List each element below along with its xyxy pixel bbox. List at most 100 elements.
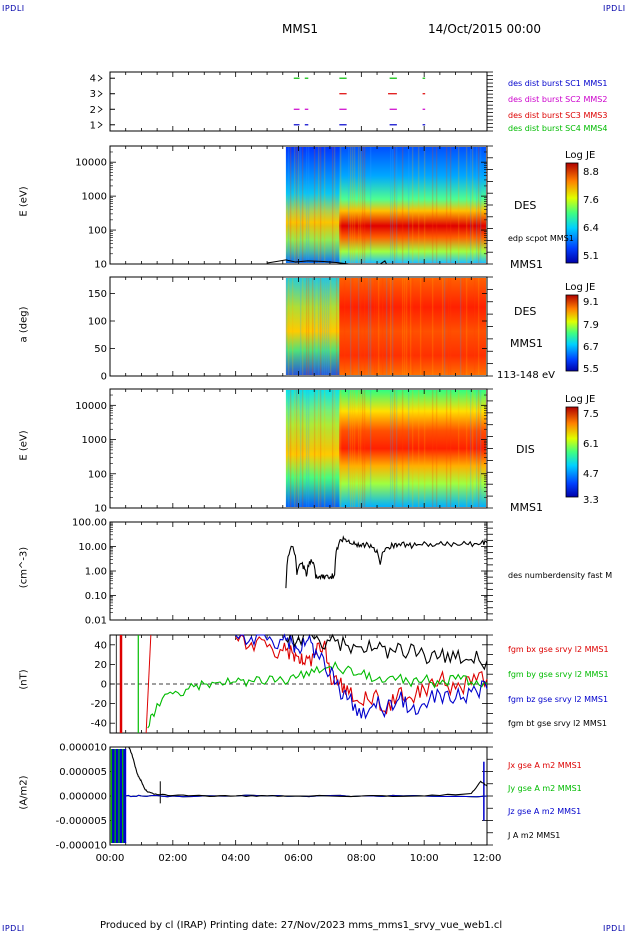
des-pitch-texture xyxy=(323,278,326,375)
des-pitch-texture xyxy=(305,278,308,375)
datetime-label: 14/Oct/2015 00:00 xyxy=(428,22,542,36)
density-ytick-label: 1.00 xyxy=(85,567,107,578)
dis-energy-texture xyxy=(445,390,448,507)
des-energy-texture xyxy=(301,147,304,263)
corner-label-bl: IPDLI xyxy=(2,924,25,933)
des-pitch-texture xyxy=(329,278,332,375)
bfield-red-rise xyxy=(145,634,152,734)
burst-arrow-icon xyxy=(97,105,103,113)
dis-energy-texture xyxy=(339,390,342,507)
des-pitch-texture xyxy=(401,278,404,375)
des-energy-texture xyxy=(465,147,468,263)
des-pitch-texture xyxy=(447,278,450,375)
des-energy-texture xyxy=(359,147,362,263)
dis-energy-texture xyxy=(349,390,352,507)
des-pitch-spacecraft: MMS1 xyxy=(510,337,543,350)
des-energy-texture xyxy=(333,147,336,263)
dis-energy-texture xyxy=(369,390,372,507)
des-pitch-texture xyxy=(403,278,406,375)
des-energy-texture xyxy=(391,147,394,263)
des-energy-texture xyxy=(417,147,420,263)
burst-panel-frame xyxy=(109,71,488,132)
dis-energy-colorbar xyxy=(565,406,579,498)
des-energy-texture xyxy=(401,147,404,263)
des-pitch-texture xyxy=(463,278,466,375)
des-pitch-texture xyxy=(409,278,412,375)
dis-energy-ytick-label: 10000 xyxy=(75,401,107,412)
des-pitch-texture xyxy=(375,278,378,375)
dis-energy-texture xyxy=(417,390,420,507)
des-pitch-texture xyxy=(351,278,354,375)
time-axis-label: 02:00 xyxy=(158,853,187,864)
current-ytick-label: 0.000010 xyxy=(59,743,107,754)
des-pitch-energy-range: 113-148 eV xyxy=(497,370,555,381)
dis-energy-texture xyxy=(359,390,362,507)
dis-energy-texture xyxy=(431,390,434,507)
dis-energy-texture xyxy=(469,390,472,507)
bfield-by-line xyxy=(147,661,488,729)
legend-bx: fgm bx gse srvy l2 MMS1 xyxy=(508,645,609,654)
dis-energy-texture xyxy=(301,390,304,507)
des-energy-texture xyxy=(319,147,322,263)
des-energy-cb-t1: 7.6 xyxy=(583,195,599,206)
des-pitch-texture xyxy=(385,278,388,375)
burst-ytick-label: 3 xyxy=(90,89,96,100)
current-ytick-label: -0.000005 xyxy=(56,816,107,827)
des-pitch-cb-t1: 7.9 xyxy=(583,320,599,331)
bfield-ylabel: (nT) xyxy=(18,669,30,690)
bfield-ytick-label: 20 xyxy=(94,660,107,671)
des-pitch-texture xyxy=(299,278,302,375)
des-energy-overlay-label: edp scpot MMS1 xyxy=(508,234,574,243)
burst-ytick-label: 1 xyxy=(90,120,96,131)
des-pitch-cb-t2: 6.7 xyxy=(583,342,599,353)
dis-energy-texture xyxy=(479,390,482,507)
des-energy-texture xyxy=(395,147,398,263)
des-energy-texture xyxy=(347,147,350,263)
time-axis-label: 12:00 xyxy=(473,853,502,864)
dis-energy-texture xyxy=(299,390,302,507)
dis-energy-texture xyxy=(313,390,316,507)
des-energy-ytick-label: 10000 xyxy=(75,158,107,169)
dis-energy-ytick-label: 1000 xyxy=(82,435,107,446)
dis-energy-texture xyxy=(331,390,334,507)
des-pitch-texture xyxy=(317,278,320,375)
des-energy-texture xyxy=(471,147,474,263)
dis-energy-texture xyxy=(395,390,398,507)
des-energy-texture xyxy=(423,147,426,263)
des-pitch-texture xyxy=(357,278,360,375)
current-ytick-label: 0.000005 xyxy=(59,767,107,778)
des-pitch-texture xyxy=(369,278,372,375)
legend-burst-sc3: des dist burst SC3 MMS3 xyxy=(508,111,608,120)
dis-energy-texture xyxy=(347,390,350,507)
burst-ytick-label: 4 xyxy=(90,74,96,85)
des-energy-texture xyxy=(295,147,298,263)
des-pitch-texture xyxy=(313,278,316,375)
des-energy-texture xyxy=(353,147,356,263)
des-energy-texture xyxy=(289,147,292,263)
dis-energy-texture xyxy=(307,390,310,507)
des-pitch-instrument: DES xyxy=(514,305,537,318)
legend-jz: Jz gse A m2 MMS1 xyxy=(508,807,582,816)
legend-burst-sc1: des dist burst SC1 MMS1 xyxy=(508,79,608,88)
des-pitch-ylabel: a (deg) xyxy=(18,306,30,343)
des-energy-ytick-label: 10 xyxy=(94,260,107,271)
dis-energy-texture xyxy=(317,390,320,507)
des-energy-texture xyxy=(349,147,352,263)
corner-label-br: IPDLI xyxy=(603,924,626,933)
dis-energy-texture xyxy=(475,390,478,507)
des-energy-texture xyxy=(369,147,372,263)
dis-energy-spectrogram-early xyxy=(285,390,340,507)
des-energy-texture xyxy=(297,147,300,263)
time-axis-label: 06:00 xyxy=(284,853,313,864)
legend-jy: Jy gse A m2 MMS1 xyxy=(508,784,582,793)
des-energy-texture xyxy=(393,147,396,263)
des-energy-instrument: DES xyxy=(514,199,537,212)
des-pitch-texture xyxy=(391,278,394,375)
dis-energy-texture xyxy=(465,390,468,507)
dis-energy-texture xyxy=(389,390,392,507)
legend-bz: fgm bz gse srvy l2 MMS1 xyxy=(508,695,609,704)
legend-by: fgm by gse srvy l2 MMS1 xyxy=(508,670,609,679)
legend-j: J A m2 MMS1 xyxy=(508,831,561,840)
dis-energy-texture xyxy=(323,390,326,507)
dis-energy-texture xyxy=(351,390,354,507)
